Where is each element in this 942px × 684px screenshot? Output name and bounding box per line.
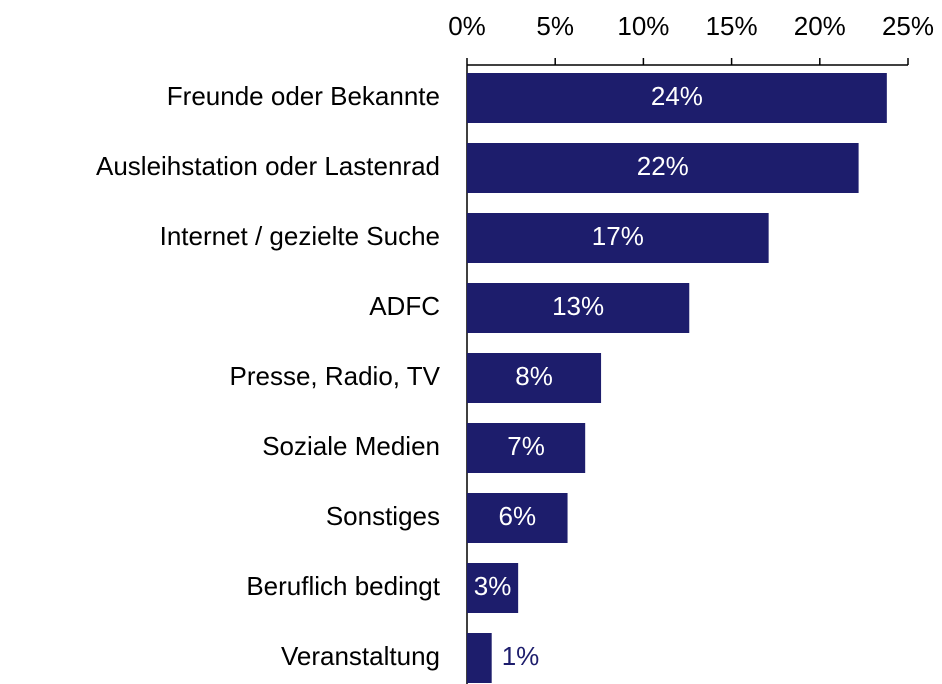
data-label: 7% xyxy=(507,431,545,461)
y-tick-label: Presse, Radio, TV xyxy=(229,361,440,391)
bar xyxy=(467,283,690,333)
y-tick-label: ADFC xyxy=(369,291,440,321)
y-tick-label: Ausleihstation oder Lastenrad xyxy=(96,151,440,181)
x-tick-label: 15% xyxy=(706,11,758,41)
bar xyxy=(467,73,887,123)
data-label: 6% xyxy=(498,501,536,531)
x-tick-label: 20% xyxy=(794,11,846,41)
x-tick-label: 10% xyxy=(617,11,669,41)
x-tick-label: 0% xyxy=(448,11,486,41)
bar xyxy=(467,213,769,263)
data-label: 8% xyxy=(515,361,553,391)
bar xyxy=(467,143,859,193)
data-label: 13% xyxy=(552,291,604,321)
bar xyxy=(467,493,568,543)
data-label: 22% xyxy=(637,151,689,181)
y-tick-label: Freunde oder Bekannte xyxy=(167,81,440,111)
data-label: 1% xyxy=(502,641,540,671)
y-tick-label: Internet / gezielte Suche xyxy=(160,221,440,251)
data-label: 24% xyxy=(651,81,703,111)
y-tick-label: Sonstiges xyxy=(326,501,440,531)
bar xyxy=(467,353,602,403)
y-tick-label: Soziale Medien xyxy=(262,431,440,461)
x-tick-label: 25% xyxy=(882,11,934,41)
y-tick-label: Veranstaltung xyxy=(281,641,440,671)
x-tick-label: 5% xyxy=(536,11,574,41)
y-tick-label: Beruflich bedingt xyxy=(246,571,440,601)
bar xyxy=(467,633,492,683)
data-label: 3% xyxy=(474,571,512,601)
bar xyxy=(467,423,586,473)
data-label: 17% xyxy=(592,221,644,251)
bar xyxy=(467,563,519,613)
